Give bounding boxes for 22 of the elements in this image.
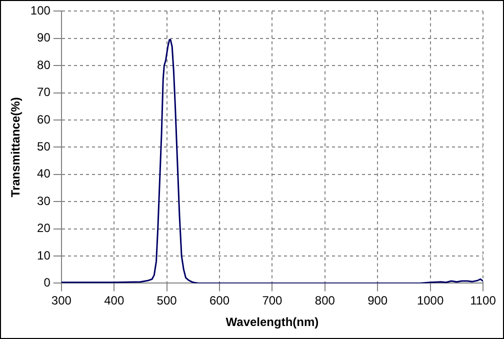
x-tick-label: 300	[51, 294, 72, 308]
y-tick-label: 20	[37, 221, 51, 236]
y-axis-title: Transmittance(%)	[8, 97, 23, 198]
y-tick-label: 40	[37, 166, 51, 181]
x-tick-label: 900	[368, 294, 388, 308]
y-tick-label: 60	[37, 112, 51, 126]
x-tick-label: 1100	[470, 294, 496, 308]
y-tick-label: 30	[37, 194, 51, 208]
y-tick-label: 100	[30, 4, 51, 18]
y-tick-label: 0	[44, 276, 51, 290]
y-tick-label: 50	[37, 140, 51, 154]
x-tick-label: 400	[104, 294, 124, 308]
x-tick-label: 800	[314, 294, 336, 308]
x-axis-title: Wavelength(nm)	[226, 315, 319, 330]
y-tick-label: 70	[37, 85, 51, 100]
x-tick-label: 1000	[416, 294, 444, 308]
y-tick-label: 10	[37, 248, 51, 262]
x-tick-label: 600	[210, 294, 230, 308]
y-tick-label: 80	[37, 58, 51, 72]
x-tick-label: 700	[262, 294, 283, 308]
x-tick-label: 500	[156, 294, 178, 308]
y-tick-label: 90	[37, 30, 51, 45]
